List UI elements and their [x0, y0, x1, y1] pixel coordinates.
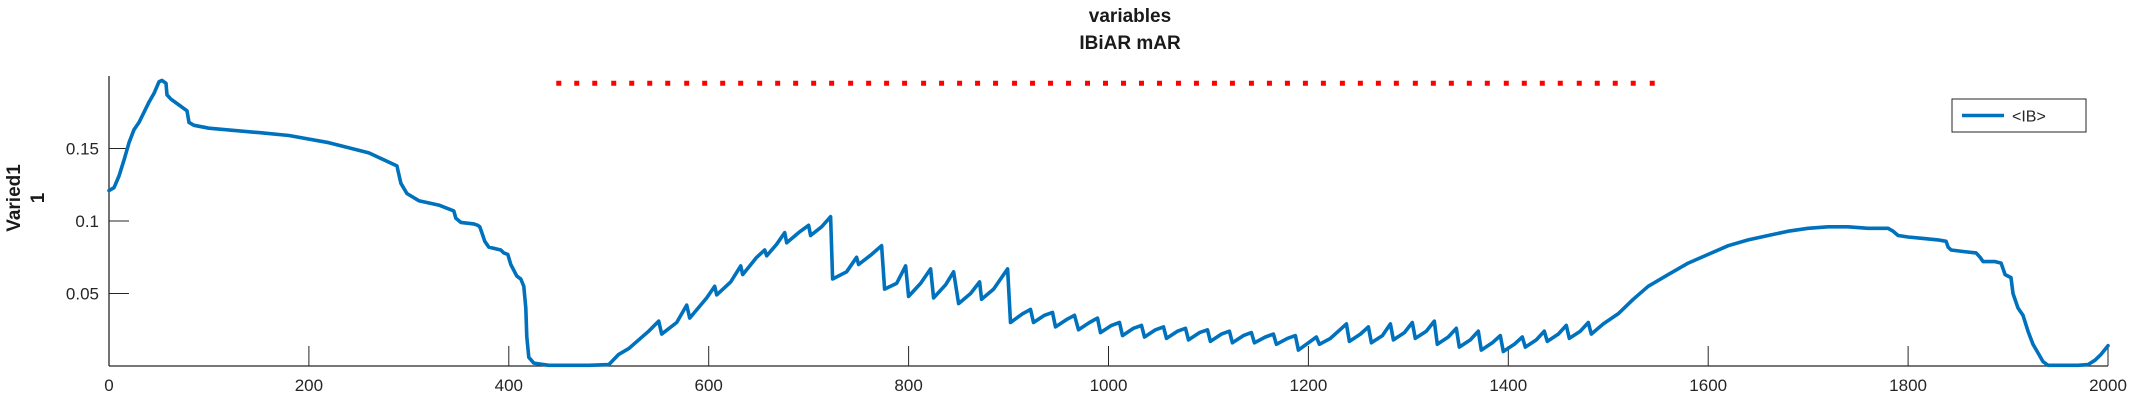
red-marker-point: [902, 80, 908, 86]
red-marker-point: [993, 80, 999, 86]
red-marker-point: [1448, 80, 1454, 86]
red-marker-point: [1012, 80, 1018, 86]
y-tick-label: 0.1: [75, 212, 99, 231]
red-marker-point: [811, 80, 817, 86]
red-marker-point: [775, 80, 781, 86]
red-marker-point: [866, 80, 872, 86]
red-marker-point: [1266, 80, 1272, 86]
red-marker-point: [957, 80, 963, 86]
red-marker-point: [1284, 80, 1290, 86]
red-marker-point: [848, 80, 854, 86]
x-tick-label: 1800: [1889, 376, 1927, 395]
red-marker-point: [629, 80, 635, 86]
red-marker-point: [975, 80, 981, 86]
red-marker-point: [1030, 80, 1036, 86]
x-tick-label: 1000: [1090, 376, 1128, 395]
red-marker-point: [1103, 80, 1109, 86]
red-marker-point: [556, 80, 562, 86]
red-marker-point: [884, 80, 890, 86]
red-marker-point: [665, 80, 671, 86]
red-marker-point: [1521, 80, 1527, 86]
red-marker-point: [1503, 80, 1509, 86]
red-marker-point: [1484, 80, 1490, 86]
red-marker-point: [1175, 80, 1181, 86]
red-marker-point: [757, 80, 763, 86]
series-line-ib: [107, 78, 2110, 368]
red-marker-point: [939, 80, 945, 86]
red-marker-point: [1594, 80, 1600, 86]
x-tick-label: 600: [695, 376, 723, 395]
y-tick-label: 0.05: [66, 285, 99, 304]
legend-label: <IB>: [2012, 109, 2046, 126]
axes: 0 200 400 600 800 1000 1200 1400 1600 1800 2000 0.0…: [66, 76, 2127, 395]
y-tick-label: 0.15: [66, 140, 99, 159]
red-marker-point: [1339, 80, 1345, 86]
red-marker-point: [1466, 80, 1472, 86]
red-marker-point: [1649, 80, 1655, 86]
red-marker-point: [1048, 80, 1054, 86]
red-marker-point: [921, 80, 927, 86]
red-marker-point: [592, 80, 598, 86]
y-axis-label: Varied1 1: [4, 164, 49, 232]
red-marker-point: [1085, 80, 1091, 86]
x-tick-label: 200: [295, 376, 323, 395]
legend[interactable]: <IB>: [1951, 98, 2087, 133]
red-marker-point: [1412, 80, 1418, 86]
plot-area: [107, 78, 2110, 368]
red-marker-point: [720, 80, 726, 86]
chart-title-line-2: IBiAR mAR: [1079, 33, 1181, 54]
red-marker-point: [611, 80, 617, 86]
red-marker-point: [1156, 80, 1162, 86]
x-tick-label: 0: [104, 376, 113, 395]
red-marker-point: [1375, 80, 1381, 86]
red-marker-point: [1120, 80, 1126, 86]
red-marker-point: [1393, 80, 1399, 86]
red-marker-point: [647, 80, 653, 86]
x-tick-label: 800: [894, 376, 922, 395]
red-marker-point: [1138, 80, 1144, 86]
red-marker-point: [1248, 80, 1254, 86]
red-marker-point: [1612, 80, 1618, 86]
red-marker-point: [1320, 80, 1326, 86]
x-tick-label: 2000: [2089, 376, 2127, 395]
red-marker-point: [829, 80, 835, 86]
x-tick-label: 1200: [1289, 376, 1327, 395]
x-tick-label: 1600: [1689, 376, 1727, 395]
red-marker-point: [574, 80, 580, 86]
x-tick-label: 1400: [1489, 376, 1527, 395]
red-marker-point: [684, 80, 690, 86]
red-marker-point: [1302, 80, 1308, 86]
red-marker-point: [738, 80, 744, 86]
red-marker-point: [1630, 80, 1636, 86]
red-marker-point: [1576, 80, 1582, 86]
red-marker-point: [793, 80, 799, 86]
red-marker-point: [1430, 80, 1436, 86]
red-marker-point: [1066, 80, 1072, 86]
chart-title: variables IBiAR mAR: [1079, 6, 1181, 54]
red-marker-point: [1357, 80, 1363, 86]
red-marker-point: [702, 80, 708, 86]
red-marker-point: [1229, 80, 1235, 86]
red-marker-point: [1211, 80, 1217, 86]
red-marker-point: [1557, 80, 1563, 86]
y-axis-label-line-2: 1: [28, 192, 49, 203]
red-marker-point: [1193, 80, 1199, 86]
red-marker-point: [1539, 80, 1545, 86]
x-tick-label: 400: [495, 376, 523, 395]
y-axis-label-line-1: Varied1: [4, 164, 25, 232]
chart-title-line-1: variables: [1089, 6, 1171, 27]
